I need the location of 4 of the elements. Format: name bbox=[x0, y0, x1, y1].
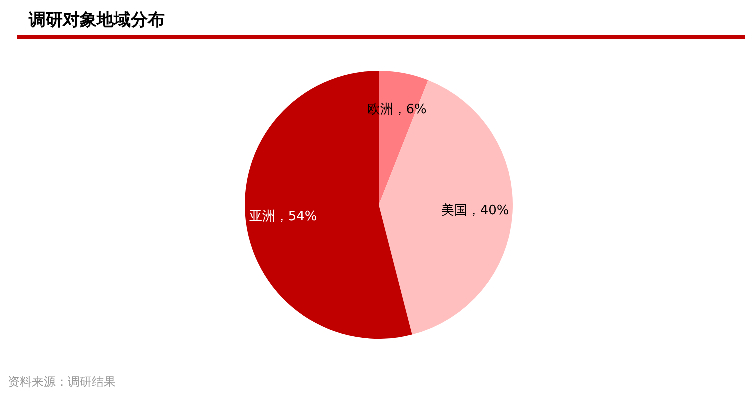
text: 资料来源：调研结果 bbox=[8, 375, 116, 389]
text: 调研对象地域分布 bbox=[28, 10, 165, 30]
slice-label: 亚洲，54% bbox=[249, 210, 318, 225]
slice-label: 美国，40% bbox=[441, 202, 510, 219]
